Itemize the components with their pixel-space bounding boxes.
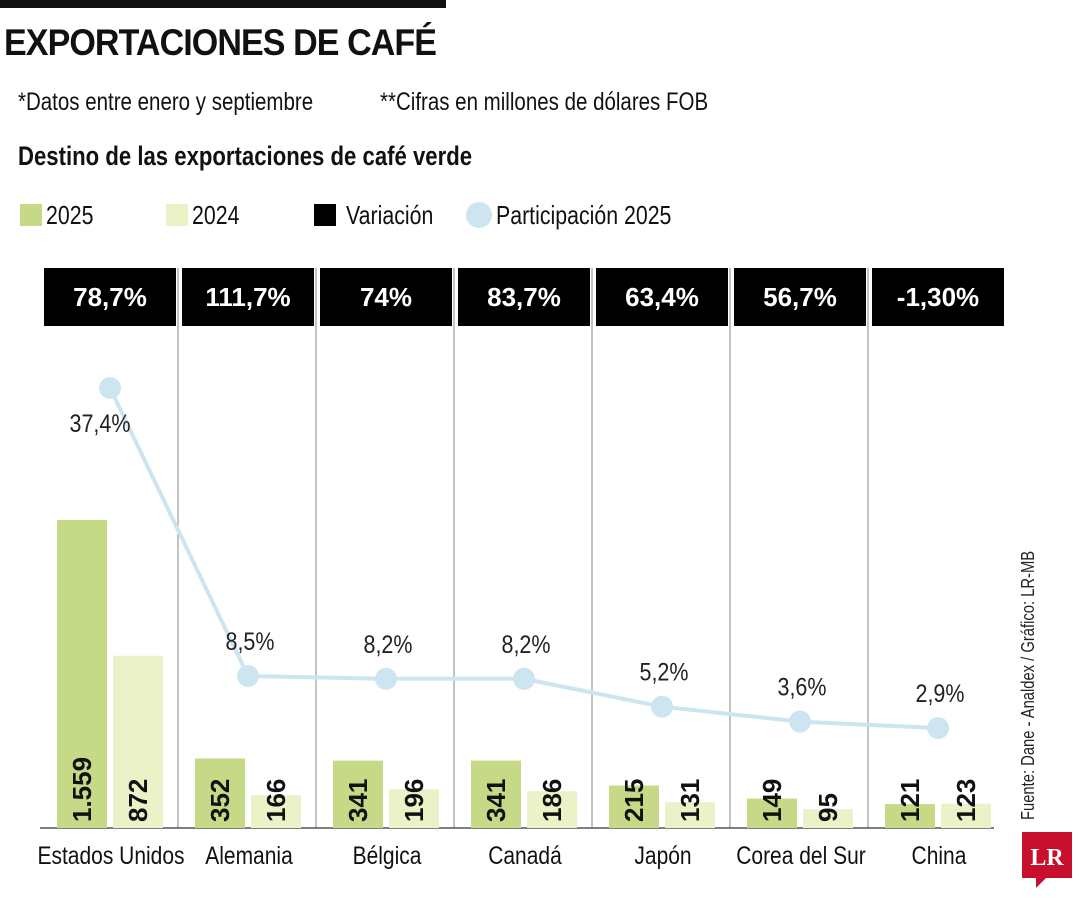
category-label: Estados Unidos (37, 841, 184, 869)
participation-point (651, 695, 673, 718)
note-units: **Cifras en millones de dólares FOB (380, 88, 709, 116)
variation-label: 74% (360, 282, 412, 312)
category-label: Canadá (488, 841, 562, 869)
variation-box (596, 268, 728, 326)
value-label-2025: 352 (205, 779, 235, 822)
category-label: Japón (634, 841, 691, 869)
participation-point (789, 710, 811, 733)
value-label-2024: 196 (399, 779, 429, 822)
legend-item-participacion: Participación 2025 (466, 198, 710, 232)
top-rule (0, 0, 446, 8)
legend-item-2025: 2025 (20, 198, 104, 232)
bar-2025 (195, 758, 245, 828)
source-note: Fuente: Dane - Analdex / Gráfico: LR-MB (1018, 550, 1038, 820)
legend-swatch-participacion (466, 202, 492, 228)
note-dates: *Datos entre enero y septiembre (18, 88, 314, 116)
value-label-2024: 872 (123, 779, 153, 822)
participation-label: 3,6% (778, 673, 827, 701)
participation-point (513, 667, 535, 690)
bar-2024 (389, 789, 439, 828)
variation-box (872, 268, 1004, 326)
category-label: Alemania (205, 841, 293, 869)
lr-logo-text: LR (1030, 845, 1064, 871)
value-label-2024: 186 (537, 779, 567, 822)
bar-2024 (665, 802, 715, 828)
participation-point (375, 667, 397, 690)
participation-label: 8,2% (364, 630, 413, 658)
bar-2025 (471, 760, 521, 828)
bar-2025 (609, 785, 659, 828)
value-label-2024: 123 (951, 779, 981, 822)
value-label-2025: 149 (757, 779, 787, 822)
bar-2025 (57, 520, 107, 828)
variation-box (182, 268, 314, 326)
legend-item-variacion: Variación (314, 198, 452, 232)
variation-label: 83,7% (487, 282, 561, 312)
value-label-2024: 131 (675, 779, 705, 822)
legend-label-participacion: Participación 2025 (496, 199, 672, 230)
participation-point (99, 377, 121, 399)
page-title: EXPORTACIONES DE CAFÉ (4, 22, 437, 63)
legend-label-variacion: Variación (346, 199, 434, 230)
value-label-2024: 166 (261, 779, 291, 822)
variation-label: 63,4% (625, 282, 699, 312)
value-label-2025: 121 (895, 779, 925, 822)
legend-swatch-variacion (314, 204, 336, 226)
category-label: China (912, 841, 967, 869)
value-label-2025: 341 (481, 779, 511, 822)
bar-2024 (803, 809, 853, 828)
participation-label: 5,2% (640, 658, 689, 686)
variation-label: -1,30% (897, 282, 979, 312)
variation-label: 78,7% (73, 282, 147, 312)
variation-box (734, 268, 866, 326)
participation-label: 8,5% (226, 627, 275, 655)
variation-box (320, 268, 452, 326)
legend-swatch-2025 (20, 204, 42, 226)
category-label: Corea del Sur (736, 841, 866, 869)
bar-2025 (333, 760, 383, 828)
variation-box (458, 268, 590, 326)
legend-item-2024: 2024 (166, 198, 250, 232)
value-label-2024: 95 (813, 793, 843, 822)
value-label-2025: 215 (619, 779, 649, 822)
bar-2024 (113, 655, 163, 828)
participation-label: 2,9% (916, 680, 965, 708)
category-label: Bélgica (353, 841, 422, 869)
variation-label: 111,7% (205, 282, 290, 312)
participation-point (927, 717, 949, 740)
participation-point (237, 665, 259, 687)
legend-label-2025: 2025 (46, 199, 94, 230)
value-label-2025: 1.559 (67, 757, 97, 822)
bar-2025 (885, 804, 935, 828)
value-label-2025: 341 (343, 779, 373, 822)
bar-2024 (527, 791, 577, 828)
variation-box (44, 268, 176, 326)
lr-logo: LR (1022, 832, 1072, 888)
participation-label: 37,4% (70, 409, 131, 437)
bar-2025 (747, 798, 797, 828)
variation-label: 56,7% (763, 282, 837, 312)
chart-subtitle: Destino de las exportaciones de café ver… (18, 141, 473, 171)
bar-2024 (251, 795, 301, 828)
participation-label: 8,2% (502, 630, 551, 658)
legend-label-2024: 2024 (192, 199, 240, 230)
legend-swatch-2024 (166, 204, 188, 226)
bar-2024 (941, 803, 991, 828)
lr-logo-shape (1022, 832, 1072, 888)
